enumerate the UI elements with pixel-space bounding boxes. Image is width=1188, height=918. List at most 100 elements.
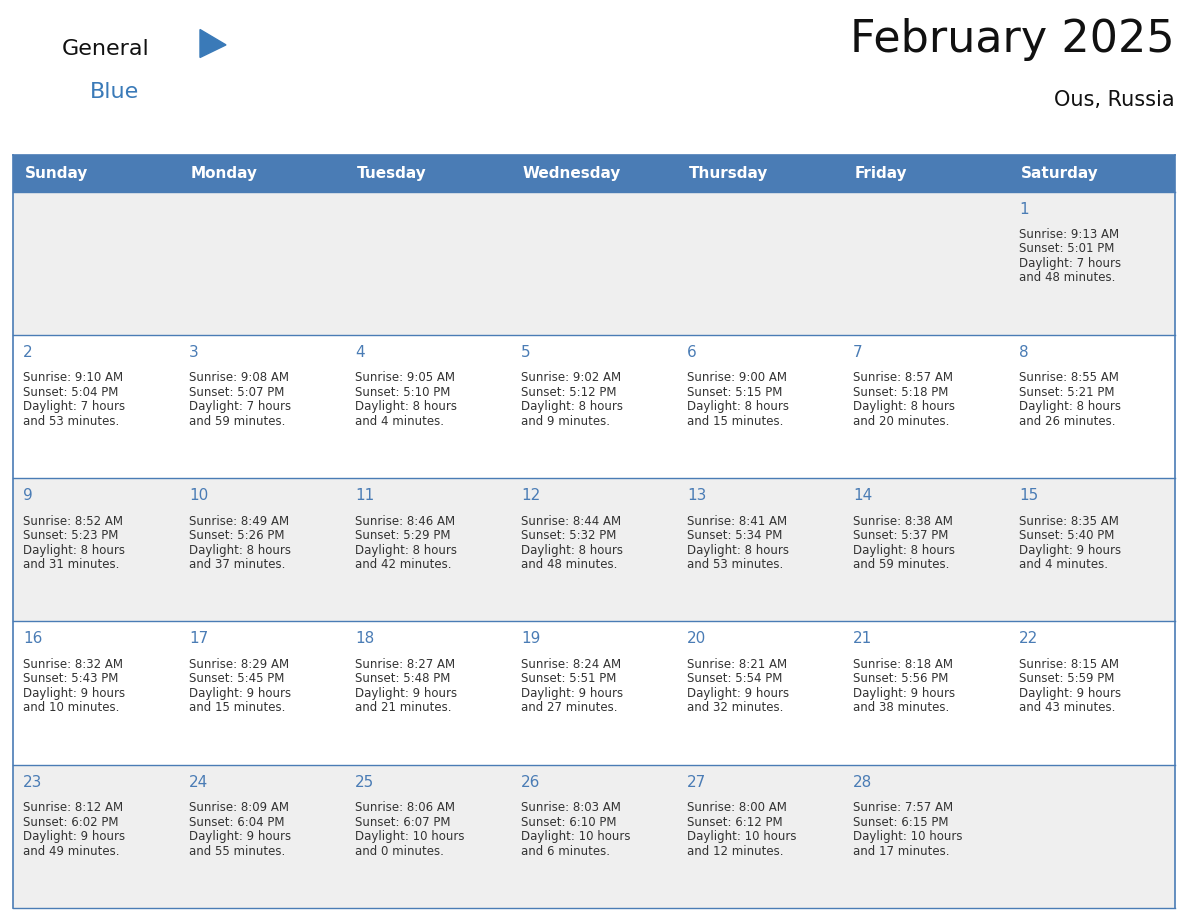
Text: Daylight: 8 hours: Daylight: 8 hours — [687, 543, 789, 556]
Text: Daylight: 10 hours: Daylight: 10 hours — [853, 830, 962, 844]
Bar — [345, 155, 511, 192]
Text: Sunset: 5:10 PM: Sunset: 5:10 PM — [355, 386, 450, 398]
Text: Sunrise: 8:44 AM: Sunrise: 8:44 AM — [522, 515, 621, 528]
Text: Daylight: 7 hours: Daylight: 7 hours — [1019, 257, 1121, 270]
Text: Daylight: 10 hours: Daylight: 10 hours — [687, 830, 796, 844]
Text: 11: 11 — [355, 488, 374, 503]
Bar — [13, 192, 1175, 335]
Text: Sunrise: 9:00 AM: Sunrise: 9:00 AM — [687, 371, 786, 385]
Text: and 38 minutes.: and 38 minutes. — [853, 701, 949, 714]
Text: Sunrise: 9:08 AM: Sunrise: 9:08 AM — [189, 371, 289, 385]
Bar — [13, 478, 1175, 621]
Text: Sunset: 5:23 PM: Sunset: 5:23 PM — [23, 529, 119, 543]
Text: Daylight: 9 hours: Daylight: 9 hours — [189, 687, 291, 700]
Text: Sunset: 6:15 PM: Sunset: 6:15 PM — [853, 816, 948, 829]
Text: and 42 minutes.: and 42 minutes. — [355, 558, 451, 571]
Text: Daylight: 9 hours: Daylight: 9 hours — [1019, 543, 1121, 556]
Text: Sunrise: 8:38 AM: Sunrise: 8:38 AM — [853, 515, 953, 528]
Text: Sunrise: 8:18 AM: Sunrise: 8:18 AM — [853, 658, 953, 671]
Text: and 12 minutes.: and 12 minutes. — [687, 845, 784, 857]
Text: 20: 20 — [687, 632, 706, 646]
Text: Daylight: 8 hours: Daylight: 8 hours — [355, 543, 457, 556]
Text: Sunrise: 8:03 AM: Sunrise: 8:03 AM — [522, 801, 621, 814]
Text: 18: 18 — [355, 632, 374, 646]
Text: 23: 23 — [23, 775, 43, 789]
Text: Sunrise: 8:41 AM: Sunrise: 8:41 AM — [687, 515, 788, 528]
Text: Sunset: 5:18 PM: Sunset: 5:18 PM — [853, 386, 948, 398]
Text: Sunrise: 8:29 AM: Sunrise: 8:29 AM — [189, 658, 289, 671]
Text: and 27 minutes.: and 27 minutes. — [522, 701, 618, 714]
Text: Sunset: 6:07 PM: Sunset: 6:07 PM — [355, 816, 450, 829]
Text: 17: 17 — [189, 632, 208, 646]
Text: Daylight: 9 hours: Daylight: 9 hours — [23, 830, 125, 844]
Text: Sunset: 6:12 PM: Sunset: 6:12 PM — [687, 816, 783, 829]
Text: 15: 15 — [1019, 488, 1038, 503]
Bar — [13, 621, 1175, 765]
Text: and 26 minutes.: and 26 minutes. — [1019, 415, 1116, 428]
Text: Daylight: 10 hours: Daylight: 10 hours — [355, 830, 465, 844]
Text: Sunrise: 8:35 AM: Sunrise: 8:35 AM — [1019, 515, 1119, 528]
Text: 12: 12 — [522, 488, 541, 503]
Bar — [843, 155, 1009, 192]
Text: and 48 minutes.: and 48 minutes. — [1019, 272, 1116, 285]
Text: 8: 8 — [1019, 345, 1029, 360]
Text: and 48 minutes.: and 48 minutes. — [522, 558, 618, 571]
Text: Sunday: Sunday — [25, 166, 88, 181]
Text: 4: 4 — [355, 345, 365, 360]
Text: 22: 22 — [1019, 632, 1038, 646]
Text: and 10 minutes.: and 10 minutes. — [23, 701, 119, 714]
Text: Sunrise: 8:27 AM: Sunrise: 8:27 AM — [355, 658, 455, 671]
Text: and 59 minutes.: and 59 minutes. — [853, 558, 949, 571]
Text: Sunrise: 9:10 AM: Sunrise: 9:10 AM — [23, 371, 124, 385]
Text: Sunset: 5:43 PM: Sunset: 5:43 PM — [23, 672, 119, 686]
Text: 13: 13 — [687, 488, 707, 503]
Text: Sunset: 5:29 PM: Sunset: 5:29 PM — [355, 529, 450, 543]
Text: 25: 25 — [355, 775, 374, 789]
Text: Sunrise: 8:09 AM: Sunrise: 8:09 AM — [189, 801, 289, 814]
Text: Sunset: 5:21 PM: Sunset: 5:21 PM — [1019, 386, 1114, 398]
Text: Sunset: 6:02 PM: Sunset: 6:02 PM — [23, 816, 119, 829]
Text: Sunrise: 8:55 AM: Sunrise: 8:55 AM — [1019, 371, 1119, 385]
Text: Ous, Russia: Ous, Russia — [1055, 90, 1175, 110]
Text: and 15 minutes.: and 15 minutes. — [189, 701, 285, 714]
Bar — [179, 155, 345, 192]
Text: Daylight: 9 hours: Daylight: 9 hours — [355, 687, 457, 700]
Text: 1: 1 — [1019, 201, 1029, 217]
Text: 14: 14 — [853, 488, 872, 503]
Text: Sunset: 5:54 PM: Sunset: 5:54 PM — [687, 672, 783, 686]
Text: Sunrise: 8:49 AM: Sunrise: 8:49 AM — [189, 515, 289, 528]
Text: Sunset: 5:59 PM: Sunset: 5:59 PM — [1019, 672, 1114, 686]
Text: and 59 minutes.: and 59 minutes. — [189, 415, 285, 428]
Text: 21: 21 — [853, 632, 872, 646]
Bar — [13, 335, 1175, 478]
Text: 27: 27 — [687, 775, 706, 789]
Text: Sunrise: 8:00 AM: Sunrise: 8:00 AM — [687, 801, 786, 814]
Text: Daylight: 7 hours: Daylight: 7 hours — [189, 400, 291, 413]
Text: Sunrise: 8:21 AM: Sunrise: 8:21 AM — [687, 658, 788, 671]
Text: 7: 7 — [853, 345, 862, 360]
Text: Blue: Blue — [90, 82, 139, 102]
Text: 2: 2 — [23, 345, 32, 360]
Text: Daylight: 9 hours: Daylight: 9 hours — [522, 687, 624, 700]
Text: 16: 16 — [23, 632, 43, 646]
Text: Sunrise: 8:52 AM: Sunrise: 8:52 AM — [23, 515, 124, 528]
Bar — [13, 155, 179, 192]
Text: Sunrise: 8:32 AM: Sunrise: 8:32 AM — [23, 658, 124, 671]
Text: Sunset: 6:10 PM: Sunset: 6:10 PM — [522, 816, 617, 829]
Bar — [677, 155, 843, 192]
Text: Sunrise: 9:05 AM: Sunrise: 9:05 AM — [355, 371, 455, 385]
Text: Daylight: 8 hours: Daylight: 8 hours — [1019, 400, 1121, 413]
Bar — [13, 765, 1175, 908]
Text: General: General — [62, 39, 150, 59]
Text: Daylight: 9 hours: Daylight: 9 hours — [23, 687, 125, 700]
Text: and 53 minutes.: and 53 minutes. — [23, 415, 119, 428]
Text: 10: 10 — [189, 488, 208, 503]
Text: Wednesday: Wednesday — [523, 166, 621, 181]
Text: Sunrise: 8:46 AM: Sunrise: 8:46 AM — [355, 515, 455, 528]
Text: 19: 19 — [522, 632, 541, 646]
Text: Sunrise: 9:13 AM: Sunrise: 9:13 AM — [1019, 228, 1119, 241]
Text: and 21 minutes.: and 21 minutes. — [355, 701, 451, 714]
Text: Friday: Friday — [855, 166, 908, 181]
Text: Sunset: 5:26 PM: Sunset: 5:26 PM — [189, 529, 284, 543]
Text: Sunset: 5:34 PM: Sunset: 5:34 PM — [687, 529, 783, 543]
